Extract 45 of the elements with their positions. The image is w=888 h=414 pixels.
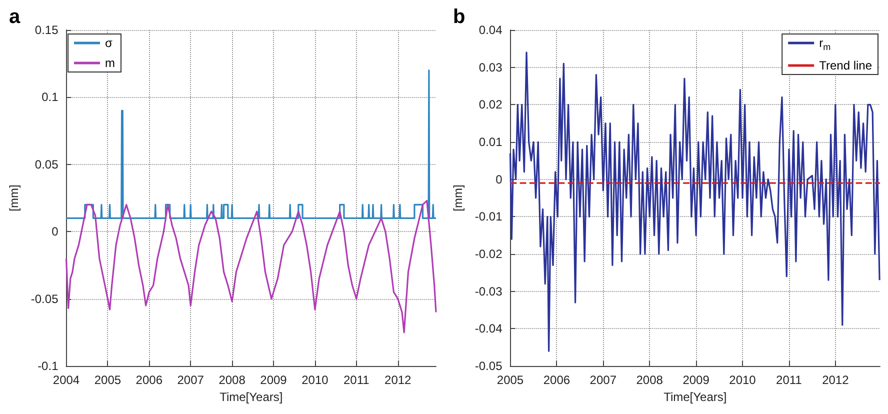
x-tick-label: 2009 [682, 373, 710, 387]
y-tick-label: 0.04 [478, 23, 503, 37]
y-tick-label: -0.05 [30, 292, 59, 306]
y-tick-label: 0 [496, 172, 503, 186]
x-tick-label: 2008 [218, 373, 246, 387]
y-tick-label: 0.02 [478, 98, 503, 112]
x-tick-label: 2008 [636, 373, 664, 387]
x-tick-label: 2007 [177, 373, 204, 387]
x-axis-title: Time[Years] [664, 390, 727, 404]
y-tick-label: -0.1 [38, 359, 59, 373]
x-tick-label: 2012 [384, 373, 412, 387]
y-axis-title: [mm] [451, 184, 465, 212]
y-tick-label: -0.01 [474, 210, 503, 224]
y-tick-label: -0.05 [474, 359, 503, 373]
chart-title: a [9, 6, 21, 28]
x-tick-label: 2012 [822, 373, 850, 387]
line-series [65, 70, 437, 219]
x-tick-label: 2004 [52, 373, 80, 387]
line-series [509, 52, 880, 352]
y-tick-label: 0.05 [34, 157, 59, 172]
y-tick-label: 0.15 [34, 23, 59, 37]
legend-label: σ [105, 36, 113, 50]
x-tick-label: 2010 [729, 373, 756, 387]
x-tick-label: 2006 [543, 373, 570, 387]
x-tick-label: 2005 [94, 373, 122, 387]
x-tick-label: 2005 [496, 373, 524, 387]
legend-label: Trend line [819, 58, 872, 72]
legend-label: m [105, 56, 115, 70]
x-tick-label: 2006 [136, 373, 163, 387]
y-tick-label: -0.04 [474, 322, 503, 336]
x-tick-label: 2010 [302, 373, 329, 387]
y-tick-label: 0.03 [478, 60, 503, 74]
y-tick-label: 0.01 [478, 135, 503, 149]
x-tick-label: 2011 [344, 373, 370, 387]
y-tick-label: -0.03 [474, 284, 503, 298]
y-axis-title: [mm] [7, 184, 21, 212]
line-series [65, 200, 437, 334]
x-tick-label: 2007 [590, 373, 617, 387]
y-tick-label: -0.02 [474, 247, 503, 261]
x-tick-label: 2011 [776, 373, 802, 387]
x-axis-title: Time[Years] [220, 390, 283, 404]
y-tick-label: 0 [52, 224, 59, 239]
x-tick-label: 2009 [260, 373, 288, 387]
chart-title: b [453, 6, 466, 28]
y-tick-label: 0.1 [42, 90, 59, 104]
